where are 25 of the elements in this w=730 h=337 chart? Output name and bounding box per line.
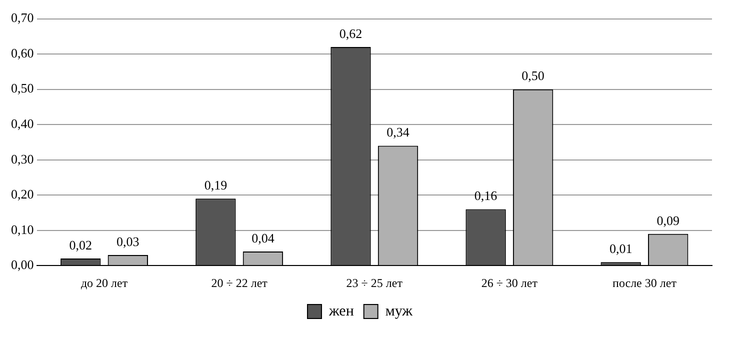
- data-label: 0,04: [252, 230, 275, 246]
- data-label: 0,50: [522, 68, 544, 84]
- data-label: 0,34: [386, 124, 410, 140]
- x-tick-label: 23 ÷ 25 лет: [346, 276, 404, 290]
- y-tick-label: 0,40: [11, 116, 34, 131]
- data-label: 0,03: [116, 234, 140, 249]
- y-tick-label: 0,70: [11, 10, 34, 26]
- y-tick-label: 0,60: [11, 45, 34, 60]
- y-tick-label: 0,30: [11, 151, 34, 166]
- x-tick-label: 20 ÷ 22 лет: [211, 276, 268, 290]
- y-tick-label: 0,10: [11, 222, 34, 237]
- x-tick-label: 26 ÷ 30 лет: [481, 276, 538, 290]
- legend-label: муж: [385, 303, 414, 320]
- data-label: 0,19: [204, 178, 228, 193]
- data-label: 0,62: [339, 26, 362, 41]
- data-label: 0,02: [69, 237, 92, 252]
- y-tick-label: 0,50: [11, 80, 34, 96]
- y-tick-label: 0,00: [11, 257, 34, 272]
- data-label: 0,16: [474, 188, 498, 204]
- x-tick-label: до 20 лет: [80, 276, 128, 290]
- legend-label: жен: [328, 303, 354, 320]
- data-label: 0,09: [656, 212, 680, 228]
- x-tick-label: после 30 лет: [612, 276, 678, 290]
- y-tick-label: 0,20: [11, 186, 34, 202]
- data-label: 0,01: [609, 240, 632, 256]
